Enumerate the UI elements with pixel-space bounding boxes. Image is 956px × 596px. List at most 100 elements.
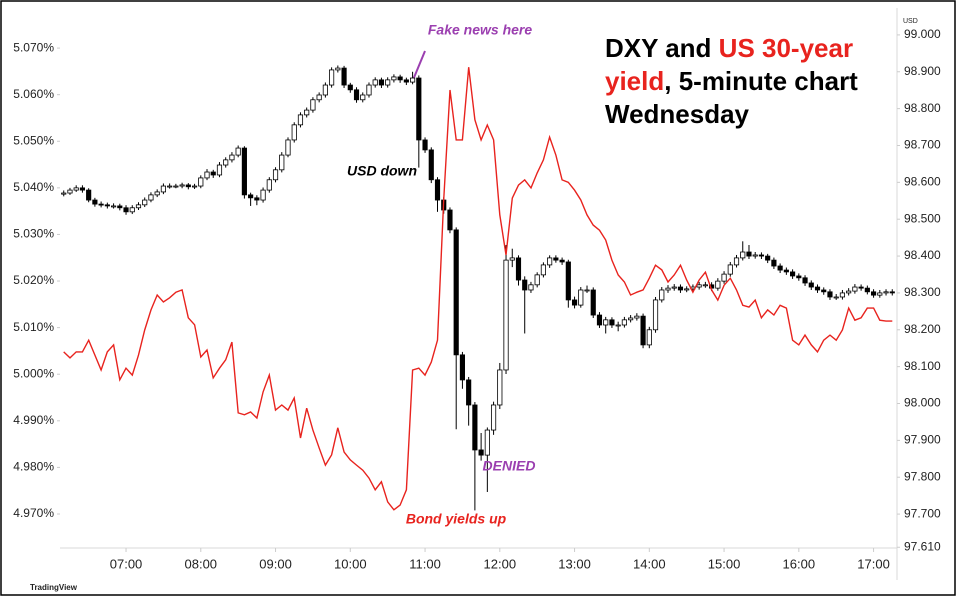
candle-body	[135, 204, 142, 209]
candle-body	[241, 147, 247, 196]
candle-body	[123, 207, 129, 213]
candle-body	[715, 280, 721, 289]
candle-body	[478, 449, 484, 456]
candle-body	[260, 189, 266, 201]
candle-body	[297, 114, 304, 126]
x-tick-label: 13:00	[558, 556, 591, 571]
candle-body	[272, 169, 279, 181]
chart-title-line: yield, 5-minute chart	[605, 66, 858, 96]
candle-body	[677, 286, 684, 291]
candle-body	[584, 289, 590, 292]
candle-body	[553, 257, 559, 261]
annotation-arrow	[412, 50, 426, 81]
candle-body	[410, 77, 416, 83]
candle-body	[285, 139, 291, 156]
y-tick-label: 5.030%	[13, 227, 54, 241]
candle-body	[634, 315, 640, 319]
candle-body	[889, 291, 895, 294]
y2-tick-label: 97.700	[904, 506, 941, 520]
candle-body	[771, 259, 777, 267]
x-tick-label: 11:00	[409, 556, 441, 571]
y-tick-label: 5.050%	[13, 133, 54, 147]
candle-body	[67, 189, 73, 194]
candle-body	[721, 273, 727, 282]
candle-body	[559, 259, 565, 263]
candle-body	[802, 277, 808, 284]
candle-body	[434, 179, 441, 201]
candle-body	[204, 171, 210, 179]
x-tick-label: 17:00	[857, 556, 890, 571]
y-tick-label: 5.000%	[13, 366, 54, 380]
candle-body	[173, 185, 179, 188]
candle-body	[490, 404, 497, 431]
candle-body	[279, 154, 285, 171]
candle-body	[740, 251, 746, 259]
candle-body	[864, 287, 870, 293]
y2-tick-label: 98.700	[904, 138, 941, 152]
y2-tick-label: 98.500	[904, 211, 941, 225]
candle-body	[110, 205, 117, 208]
y2-tick-label: 98.300	[904, 285, 941, 299]
candle-body	[833, 296, 839, 299]
candle-body	[254, 197, 260, 201]
y2-tick-label: 98.000	[904, 396, 941, 410]
candle-body	[104, 204, 110, 207]
chart-title-line: Wednesday	[605, 99, 750, 129]
candle-body	[596, 314, 603, 326]
chart-title-part: US 30-year	[719, 33, 853, 63]
candle-body	[142, 199, 148, 206]
annotation: DENIED	[483, 458, 536, 474]
candle-body	[459, 354, 466, 381]
y2-unit: USD	[903, 18, 918, 25]
x-tick-label: 15:00	[708, 556, 741, 571]
candle-body	[615, 324, 621, 327]
candle-body	[466, 379, 472, 406]
candle-body	[509, 257, 515, 261]
y-tick-label: 5.010%	[13, 320, 54, 334]
candle-body	[160, 185, 166, 193]
candle-body	[322, 84, 328, 96]
candle-body	[571, 299, 578, 306]
candle-body	[98, 203, 104, 206]
candle-body	[646, 329, 652, 346]
candle-body	[846, 290, 852, 294]
candle-body	[198, 177, 204, 187]
candle-body	[291, 124, 297, 141]
candle-body	[765, 255, 771, 261]
candle-body	[235, 147, 241, 156]
candle-body	[522, 279, 528, 291]
y2-tick-label: 97.900	[904, 433, 941, 447]
x-tick-label: 08:00	[185, 556, 218, 571]
candle-body	[266, 179, 272, 191]
y-tick-label: 5.040%	[13, 180, 54, 194]
y-tick-label: 4.970%	[13, 506, 54, 520]
candle-body	[515, 257, 522, 281]
candle-body	[453, 229, 459, 356]
candle-body	[839, 292, 846, 298]
chart-title-part: Wednesday	[605, 99, 750, 129]
candle-body	[428, 149, 434, 181]
candle-body	[248, 194, 254, 199]
candle-body	[385, 79, 391, 86]
x-tick-label: 12:00	[484, 556, 517, 571]
y2-tick-label: 98.900	[904, 64, 941, 78]
candle-body	[640, 315, 646, 346]
y-tick-label: 4.990%	[13, 413, 54, 427]
candle-body	[61, 192, 67, 195]
candle-body	[603, 319, 609, 326]
watermark: TradingView	[30, 583, 78, 592]
candle-body	[814, 286, 821, 291]
candle-body	[540, 264, 546, 276]
candle-body	[758, 254, 765, 257]
candle-body	[92, 199, 98, 205]
candle-body	[341, 67, 347, 86]
y2-tick-label: 99.000	[904, 27, 941, 41]
y-tick-label: 5.070%	[13, 40, 54, 54]
candle-body	[746, 251, 752, 257]
candle-body	[733, 257, 740, 266]
candle-body	[216, 164, 223, 176]
y-tick-label: 5.060%	[13, 87, 54, 101]
candle-body	[378, 79, 385, 86]
